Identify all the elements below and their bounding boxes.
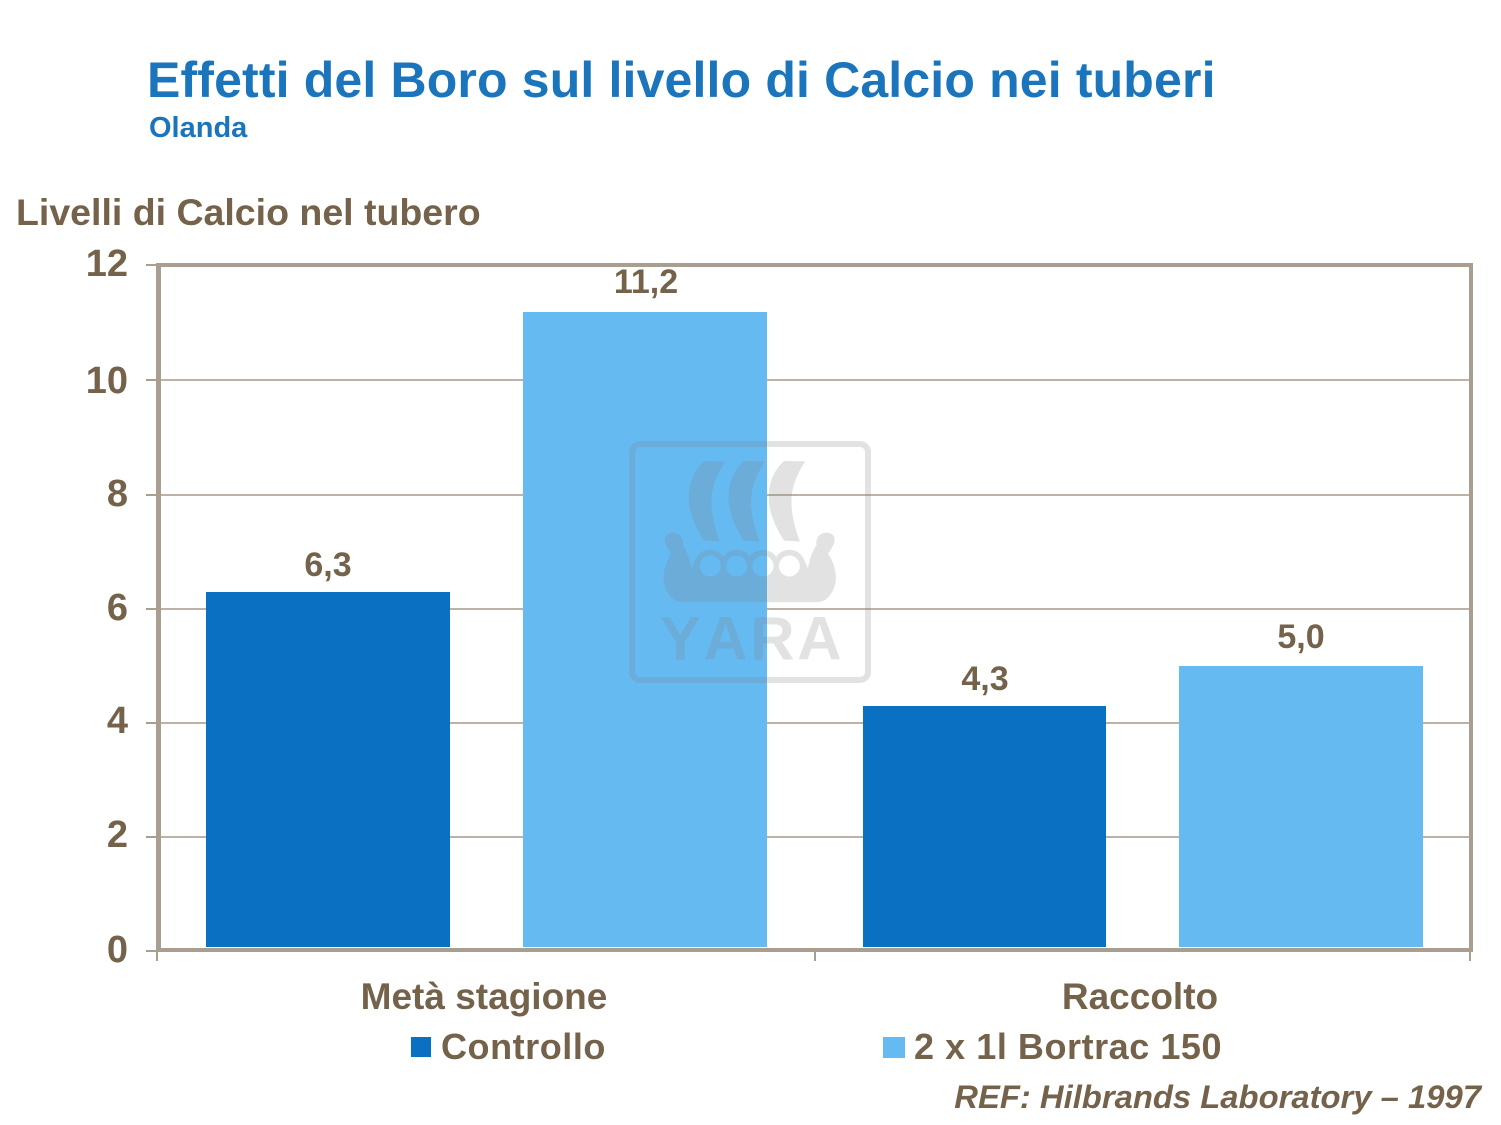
svg-text:YARA: YARA bbox=[660, 605, 844, 674]
